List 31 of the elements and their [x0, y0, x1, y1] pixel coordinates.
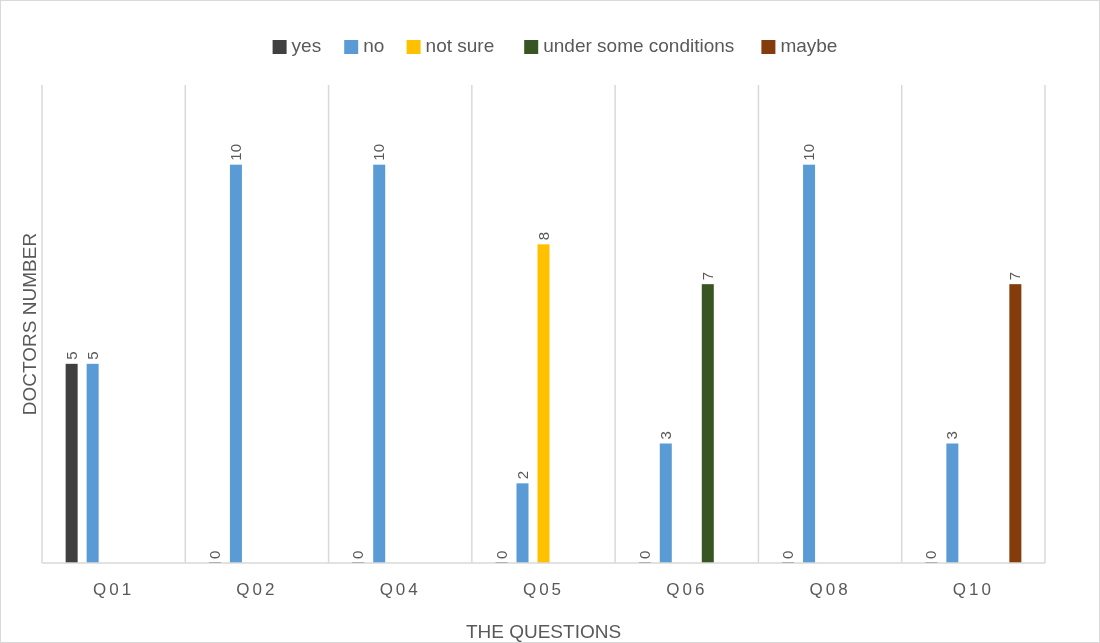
data-label: 0: [492, 550, 510, 559]
data-label: 0: [779, 550, 797, 559]
data-label: 7: [1006, 271, 1024, 281]
data-label: 5: [62, 351, 80, 360]
data-label: 10: [226, 143, 244, 161]
data-label: 5: [83, 351, 101, 360]
x-tick-label: Q01: [93, 580, 135, 599]
x-axis-title: THE QUESTIONS: [465, 621, 622, 642]
x-tick-label: Q06: [666, 580, 708, 599]
x-tick-label: Q08: [809, 580, 851, 599]
x-tick-label: Q02: [236, 580, 278, 599]
legend-label: maybe: [780, 35, 838, 56]
data-label: 3: [943, 431, 961, 440]
data-label: 0: [922, 550, 940, 559]
data-label: 10: [370, 143, 388, 161]
x-tick-label: Q04: [379, 580, 421, 599]
data-label: 8: [534, 231, 552, 241]
data-label: 3: [656, 431, 674, 440]
legend-label: yes: [291, 35, 322, 56]
y-axis-title: DOCTORS NUMBER: [19, 232, 40, 416]
data-label: 10: [800, 143, 818, 161]
data-label: 0: [349, 550, 367, 559]
data-label: 0: [205, 550, 223, 559]
legend-label: under some conditions: [543, 35, 735, 56]
legend-label: not sure: [425, 35, 495, 56]
x-tick-label: Q10: [952, 580, 994, 599]
data-label: 7: [698, 271, 716, 281]
data-label: 0: [635, 550, 653, 559]
x-tick-label: Q05: [522, 580, 565, 599]
legend-label: no: [363, 35, 385, 56]
data-label: 2: [513, 470, 531, 480]
